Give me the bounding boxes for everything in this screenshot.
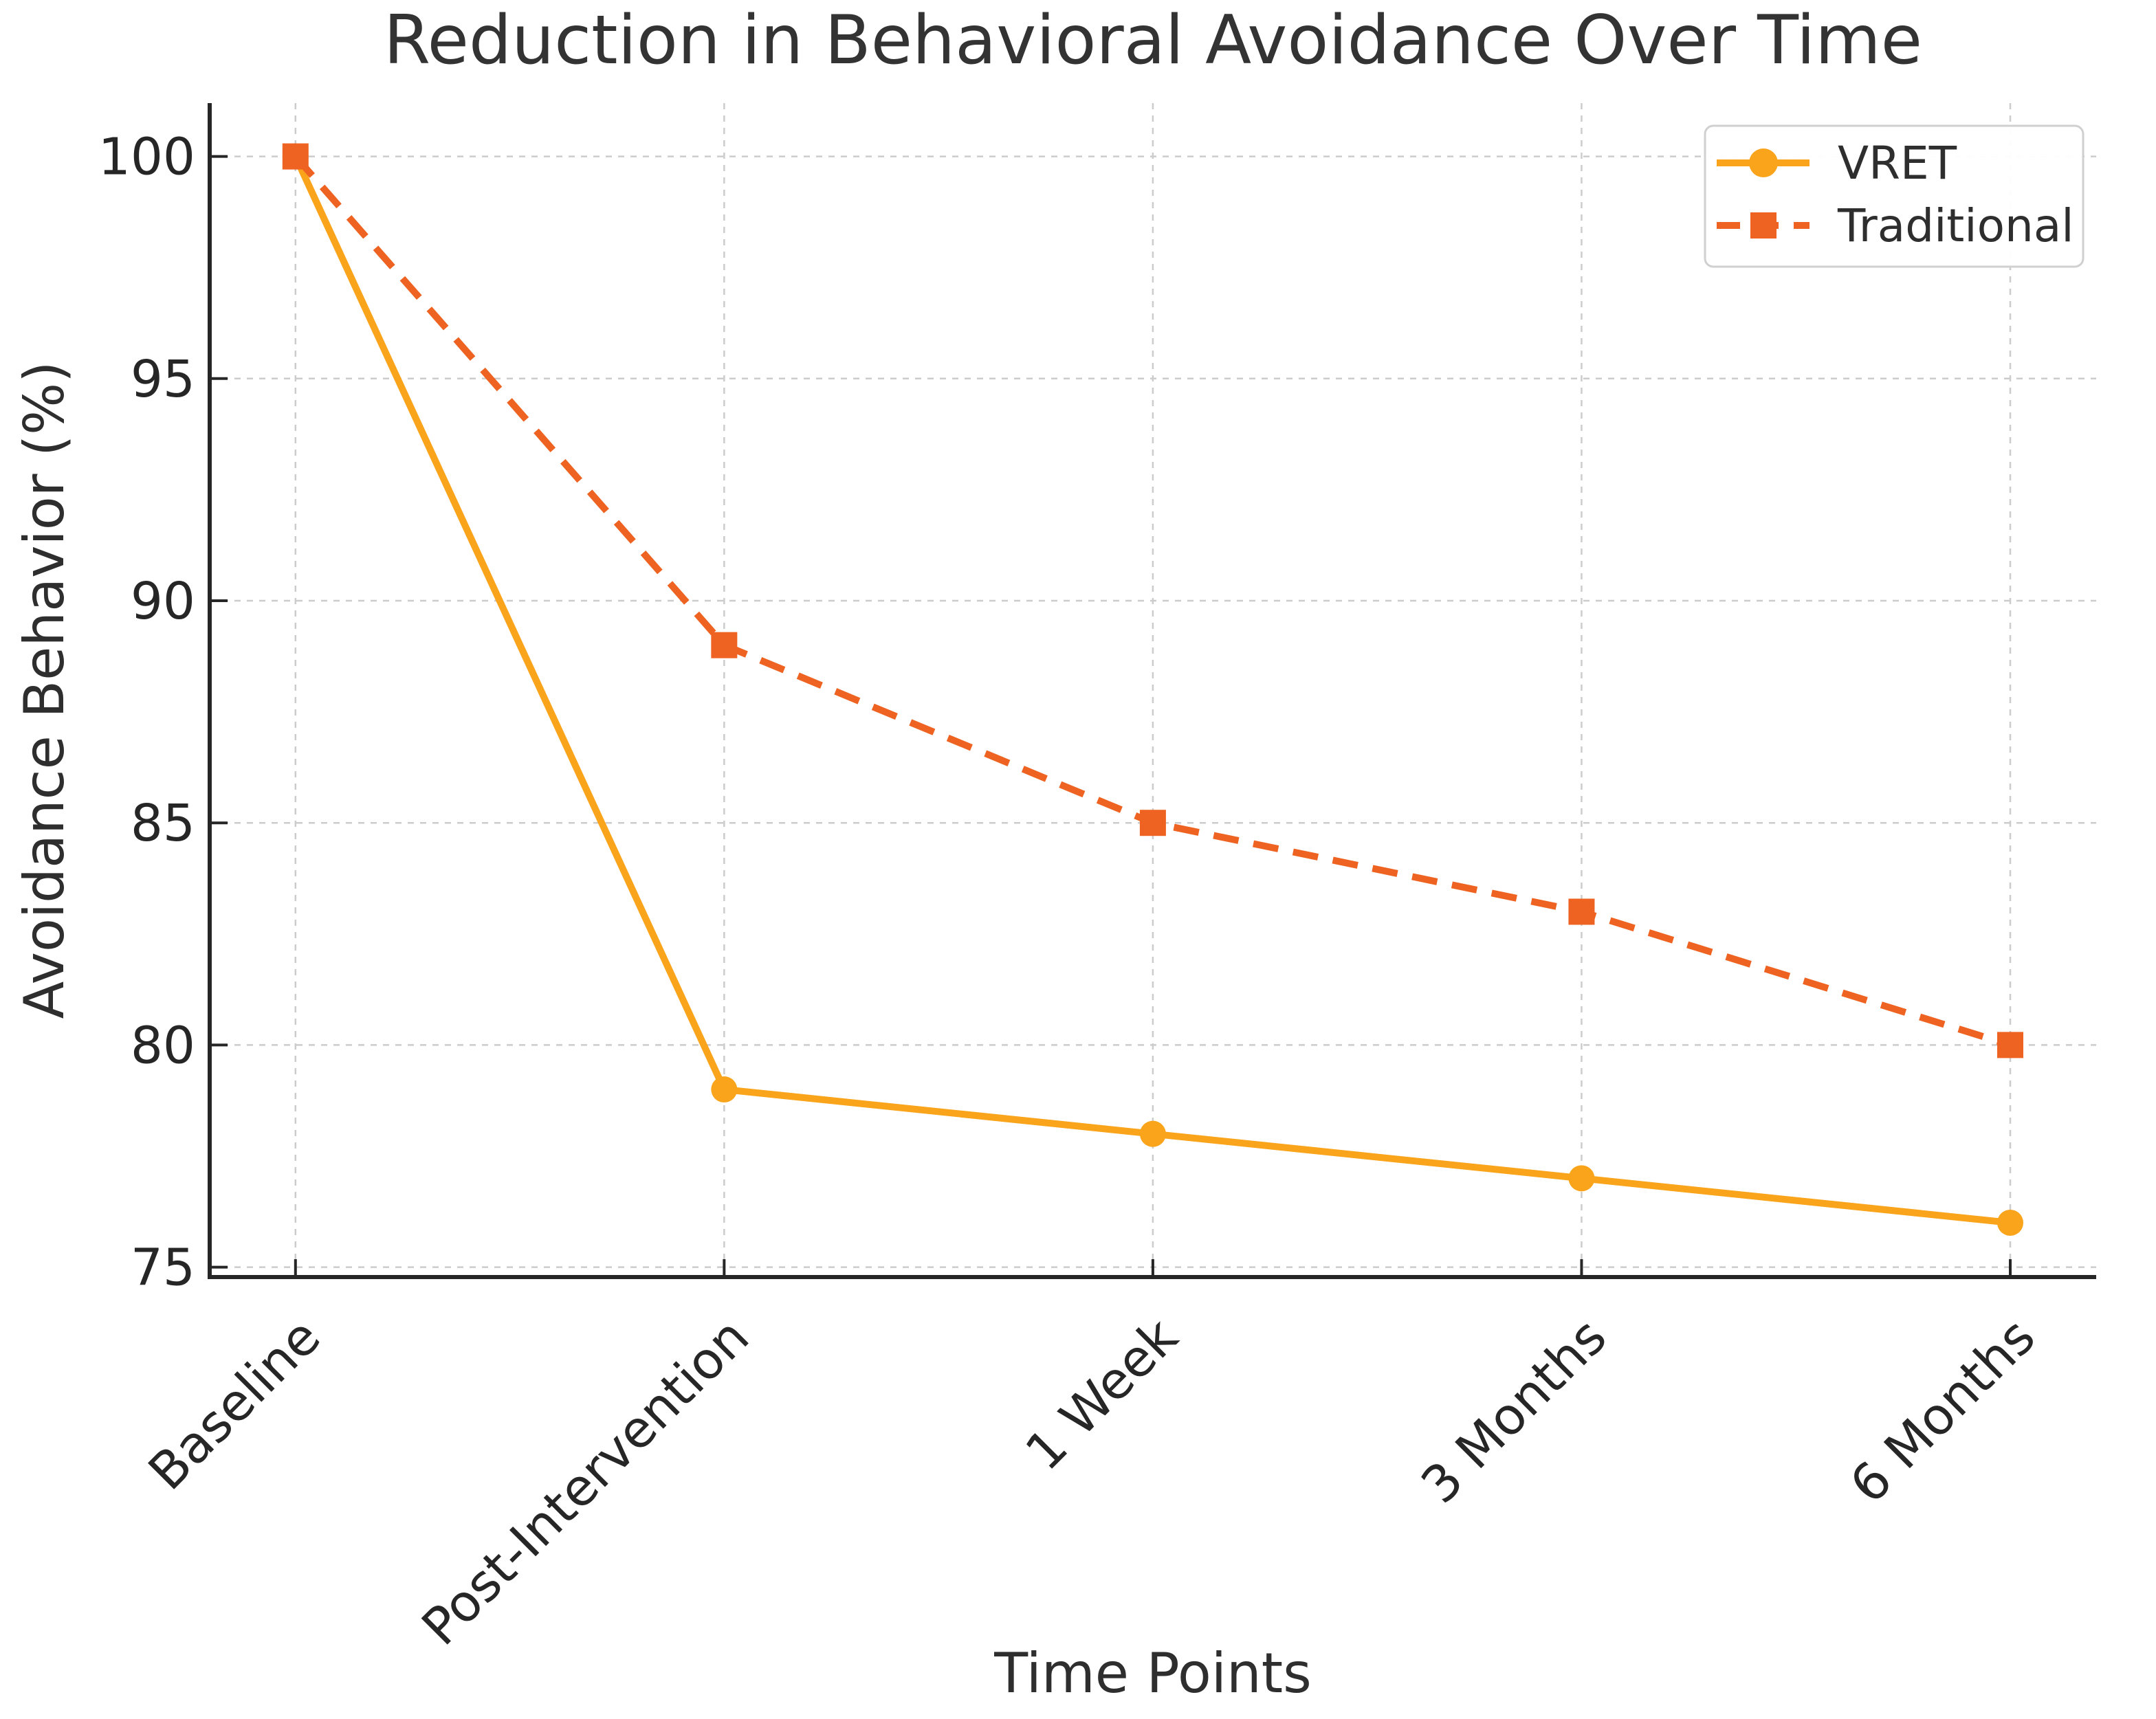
traditional-point-marker bbox=[1568, 898, 1595, 925]
legend-entry-vret: VRET bbox=[1717, 137, 1957, 190]
x-tick-label: Baseline bbox=[138, 1307, 332, 1502]
legend-label-traditional: Traditional bbox=[1837, 199, 2074, 252]
x-tick-label: 1 Week bbox=[1015, 1307, 1189, 1482]
vret-circle-marker bbox=[1749, 148, 1778, 177]
traditional-square-marker bbox=[1750, 212, 1776, 239]
vret-point-marker bbox=[1139, 1120, 1166, 1147]
chart-title: Reduction in Behavioral Avoidance Over T… bbox=[384, 1, 1922, 80]
x-tick-label: 3 Months bbox=[1410, 1307, 1618, 1515]
y-axis-label: Avoidance Behavior (%) bbox=[12, 362, 76, 1019]
vret-point-marker bbox=[711, 1076, 738, 1103]
legend: VRET Traditional bbox=[1704, 124, 2084, 268]
y-tick-label: 100 bbox=[98, 128, 195, 187]
traditional-point-marker bbox=[1997, 1032, 2023, 1058]
data-series bbox=[282, 143, 2023, 1236]
axis-spines bbox=[208, 103, 2096, 1279]
vret-point-marker bbox=[1568, 1165, 1595, 1192]
y-tick-label: 85 bbox=[131, 794, 195, 853]
axis-ticks bbox=[210, 155, 2012, 1277]
x-axis-label: Time Points bbox=[993, 1641, 1312, 1705]
x-tick-label: 6 Months bbox=[1839, 1307, 2047, 1515]
vret-point-marker bbox=[1997, 1209, 2023, 1236]
traditional-point-marker bbox=[1139, 810, 1166, 836]
grid-lines bbox=[210, 103, 2096, 1277]
y-tick-label: 80 bbox=[131, 1016, 195, 1075]
x-tick-label: Post-Intervention bbox=[411, 1307, 761, 1657]
legend-entry-traditional: Traditional bbox=[1717, 199, 2074, 252]
legend-label-vret: VRET bbox=[1838, 137, 1957, 190]
y-tick-label: 75 bbox=[131, 1239, 195, 1298]
traditional-point-marker bbox=[282, 143, 309, 170]
y-tick-label: 95 bbox=[131, 350, 195, 409]
traditional-point-marker bbox=[711, 632, 738, 658]
y-tick-label: 90 bbox=[131, 572, 195, 631]
